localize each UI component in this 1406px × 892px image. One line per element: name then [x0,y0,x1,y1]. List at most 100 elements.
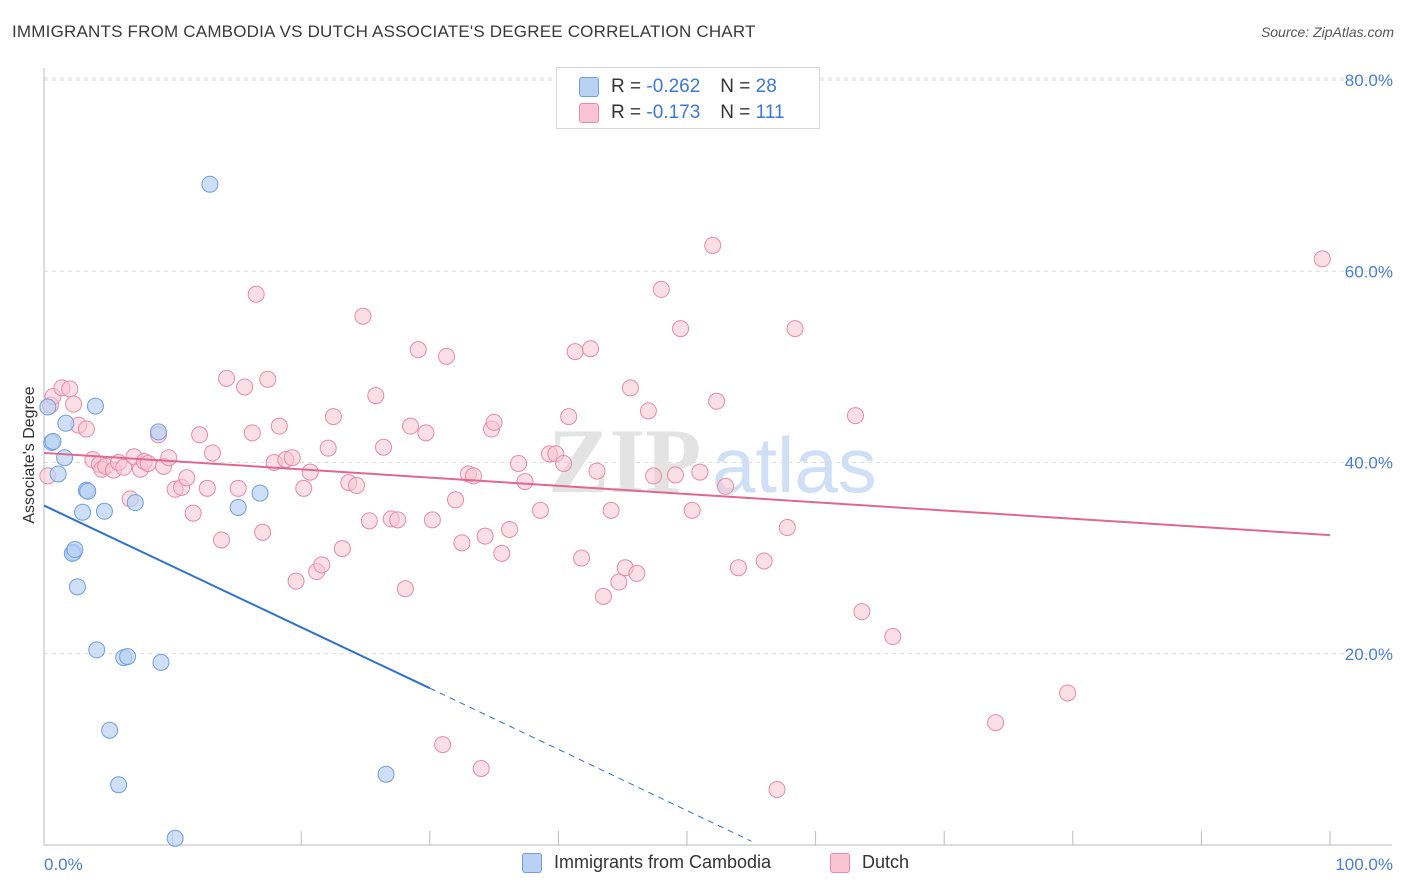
dutch-point [1313,250,1331,268]
cambodia-trend-line [43,504,431,690]
dutch-point [531,501,549,519]
x-tick-label: 0.0% [44,855,83,874]
n-value-cambodia: 28 [755,76,777,97]
dutch-point [417,424,435,442]
stats-legend: R = -0.262 N = 28 R = -0.173 N = 111 [556,67,820,129]
r-value-dutch: -0.173 [646,102,701,123]
dutch-point [778,519,796,537]
dutch-point [884,628,902,646]
dutch-point [139,454,157,472]
cambodia-point [86,397,104,415]
dutch-point [691,463,709,481]
trend-lines [43,451,1331,842]
dutch-point [178,469,196,487]
dutch-points [39,236,1331,799]
legend-row-dutch: R = -0.173 N = 111 [579,101,785,125]
dutch-point [628,564,646,582]
grid-lines [44,77,1392,655]
dutch-point [453,534,471,552]
dutch-point [438,347,456,365]
cambodia-point [79,482,97,500]
dutch-point [582,340,600,358]
dutch-point [485,413,503,431]
cambodia-legend-swatch [522,852,542,873]
dutch-point [516,473,534,491]
cambodia-point [74,503,92,521]
dutch-point [287,572,305,590]
dutch-point [610,573,628,591]
legend-label-cambodia: Immigrants from Cambodia [554,852,772,872]
cambodia-point [68,578,86,596]
dutch-point [198,479,216,497]
dutch-point [423,511,441,529]
dutch-point [360,512,378,530]
cambodia-point [201,175,219,193]
cambodia-point [377,765,395,783]
dutch-point [375,438,393,456]
n-label: N = [720,76,751,97]
r-value-cambodia: -0.262 [646,76,701,97]
dutch-point [493,544,511,562]
dutch-point [602,501,620,519]
cambodia-point [251,484,269,502]
dutch-point [683,501,701,519]
cambodia-point [88,641,106,659]
cambodia-point [229,498,247,516]
cambodia-point [56,449,74,467]
y-axis-label: Associate's Degree [21,386,38,523]
dutch-point [672,320,690,338]
watermark-zip: ZIP [548,410,701,512]
cambodia-point [66,541,84,559]
dutch-point [191,426,209,444]
cambodia-trend-extension [429,687,752,842]
dutch-point [295,479,313,497]
dutch-point [434,736,452,754]
dutch-point [402,417,420,435]
dutch-point [476,527,494,545]
dutch-point [652,280,670,298]
r-label: R = [611,102,642,123]
watermark: ZIP atlas [548,410,877,512]
dutch-point [77,420,95,438]
dutch-point [560,408,578,426]
cambodia-point [110,776,128,794]
dutch-point [65,395,83,413]
dutch-point [566,343,584,361]
dutch-point [729,559,747,577]
dutch-point [409,341,427,359]
dutch-point [510,454,528,472]
dutch-point [203,444,221,462]
dutch-swatch [579,103,599,123]
cambodia-point [149,423,167,441]
dutch-point [447,491,465,509]
dutch-point [704,236,722,254]
chart-title: IMMIGRANTS FROM CAMBODIA VS DUTCH ASSOCI… [12,22,756,41]
cambodia-point [101,721,119,739]
dutch-point [594,587,612,605]
x-tick-label: 100.0% [1335,855,1393,874]
dutch-point [319,439,337,457]
cambodia-swatch [579,77,599,97]
cambodia-point [57,414,75,432]
dutch-point [259,370,277,388]
dutch-point [270,417,288,435]
dutch-point [621,379,639,397]
legend-item-cambodia: Immigrants from Cambodia [522,852,771,873]
dutch-point [639,402,657,420]
dutch-point [645,467,663,485]
dutch-point [588,462,606,480]
dutch-point [184,504,202,522]
dutch-point [396,580,414,598]
dutch-point [218,369,236,387]
cambodia-point [44,432,62,450]
r-label: R = [611,76,642,97]
legend-row-cambodia: R = -0.262 N = 28 [579,75,777,99]
dutch-point [160,449,178,467]
dutch-point [254,523,272,541]
dutch-point [389,511,407,529]
dutch-legend-swatch [830,852,850,873]
watermark-atlas: atlas [712,421,877,509]
dutch-point [501,520,519,538]
dutch-point [283,449,301,467]
